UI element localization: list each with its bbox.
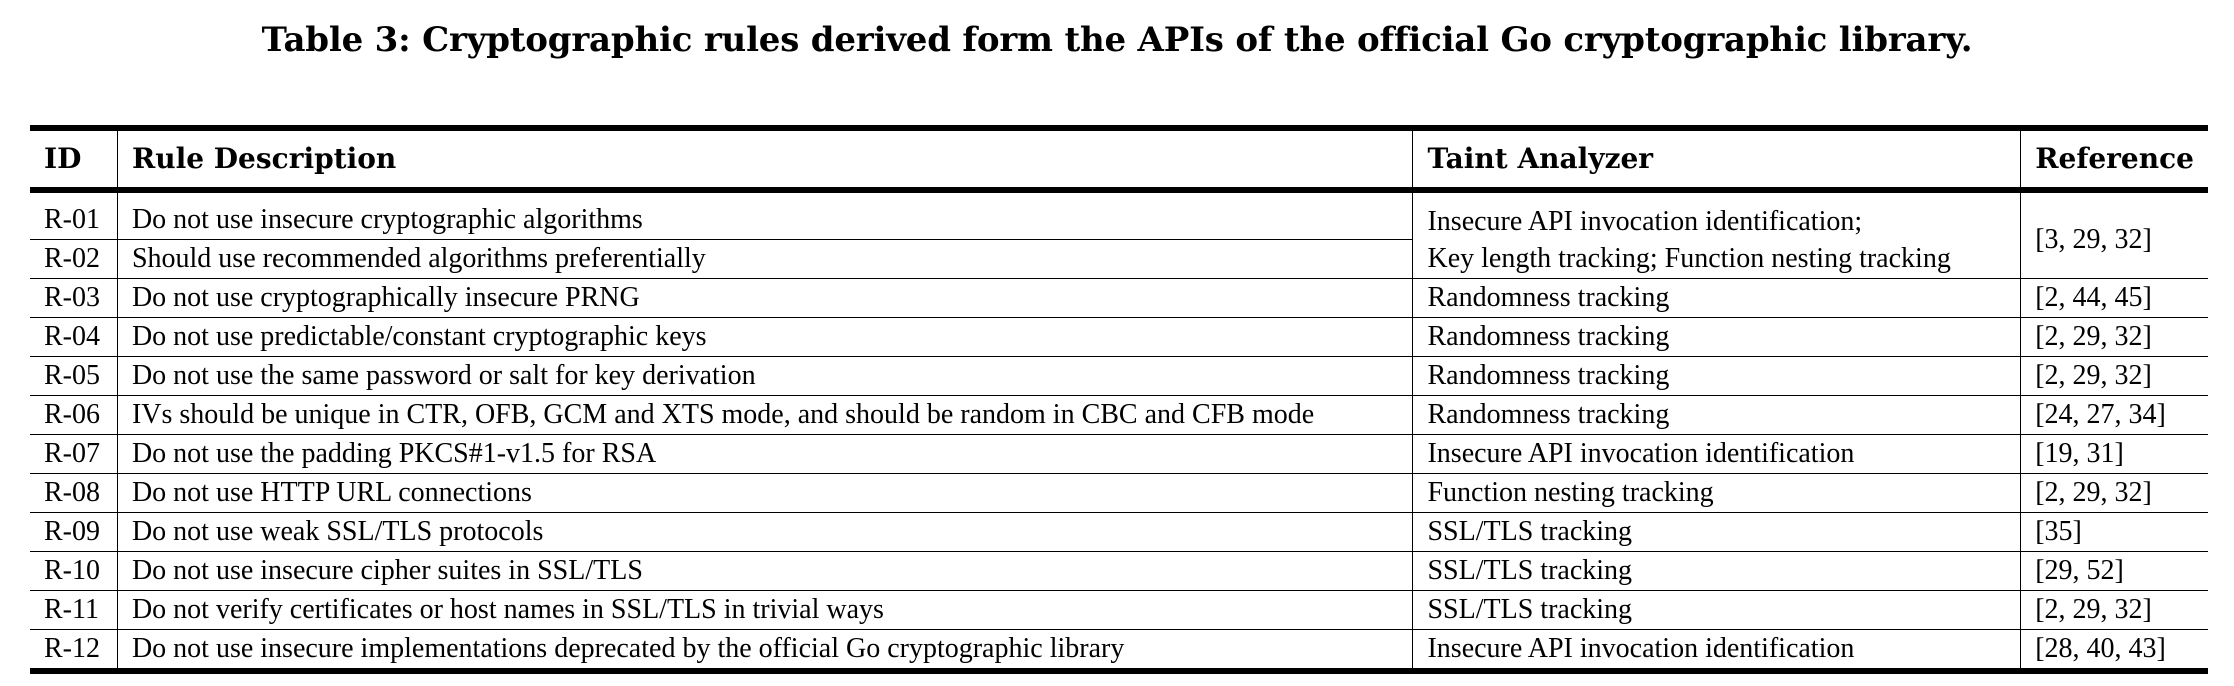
taint-analyzer: Insecure API invocation identification	[1412, 434, 2021, 474]
rule-id: R-03	[30, 278, 118, 318]
table-row: R-07 Do not use the padding PKCS#1-v1.5 …	[30, 434, 2208, 474]
header-id: ID	[30, 125, 118, 193]
taint-analyzer: Randomness tracking	[1412, 395, 2021, 435]
rule-description: Do not use insecure cipher suites in SSL…	[116, 551, 1413, 591]
rule-id: R-11	[30, 590, 118, 630]
table-row: R-05 Do not use the same password or sal…	[30, 356, 2208, 396]
rule-id: R-02	[30, 239, 118, 279]
rule-description: Do not use HTTP URL connections	[116, 473, 1413, 513]
rule-id: R-05	[30, 356, 118, 396]
rule-description: Do not use predictable/constant cryptogr…	[116, 317, 1413, 357]
taint-analyzer: SSL/TLS tracking	[1412, 551, 2021, 591]
header-rule-description: Rule Description	[116, 125, 1413, 193]
rule-id: R-06	[30, 395, 118, 435]
header-taint-analyzer: Taint Analyzer	[1412, 125, 2021, 193]
rule-id: R-09	[30, 512, 118, 552]
rule-description: Do not use insecure cryptographic algori…	[116, 190, 1413, 240]
rule-description: Should use recommended algorithms prefer…	[116, 239, 1413, 279]
reference: [28, 40, 43]	[2020, 629, 2208, 674]
table-row: R-03 Do not use cryptographically insecu…	[30, 278, 2208, 318]
rule-description: Do not use weak SSL/TLS protocols	[116, 512, 1413, 552]
rule-description: Do not use the padding PKCS#1-v1.5 for R…	[116, 434, 1413, 474]
reference: [35]	[2020, 512, 2208, 552]
taint-analyzer: SSL/TLS tracking	[1412, 590, 2021, 630]
rule-description: IVs should be unique in CTR, OFB, GCM an…	[116, 395, 1413, 435]
taint-analyzer-line: Key length tracking; Function nesting tr…	[1427, 242, 1951, 274]
rule-id: R-04	[30, 317, 118, 357]
rule-description: Do not use insecure implementations depr…	[116, 629, 1413, 674]
table-row: R-04 Do not use predictable/constant cry…	[30, 317, 2208, 357]
rule-description: Do not use the same password or salt for…	[116, 356, 1413, 396]
taint-analyzer: Randomness tracking	[1412, 356, 2021, 396]
table-row: R-06 IVs should be unique in CTR, OFB, G…	[30, 395, 2208, 435]
header-reference: Reference	[2020, 125, 2208, 193]
rules-table: ID Rule Description Taint Analyzer Refer…	[30, 125, 2208, 674]
table-row: R-08 Do not use HTTP URL connections Fun…	[30, 473, 2208, 513]
taint-analyzer-line: Insecure API invocation identification;	[1427, 205, 1863, 237]
reference: [2, 29, 32]	[2020, 590, 2208, 630]
rule-id: R-12	[30, 629, 118, 674]
taint-analyzer: Insecure API invocation identification; …	[1412, 190, 2021, 279]
rule-description: Do not verify certificates or host names…	[116, 590, 1413, 630]
reference: [2, 29, 32]	[2020, 356, 2208, 396]
reference: [3, 29, 32]	[2020, 190, 2208, 279]
table-row: R-01 Do not use insecure cryptographic a…	[30, 190, 2208, 279]
rule-description: Do not use cryptographically insecure PR…	[116, 278, 1413, 318]
reference: [2, 29, 32]	[2020, 317, 2208, 357]
reference: [19, 31]	[2020, 434, 2208, 474]
taint-analyzer: Randomness tracking	[1412, 278, 2021, 318]
taint-analyzer: Function nesting tracking	[1412, 473, 2021, 513]
taint-analyzer: Insecure API invocation identification	[1412, 629, 2021, 674]
table-header-row: ID Rule Description Taint Analyzer Refer…	[30, 125, 2208, 193]
rule-id: R-08	[30, 473, 118, 513]
table-row: R-09 Do not use weak SSL/TLS protocols S…	[30, 512, 2208, 552]
taint-analyzer: SSL/TLS tracking	[1412, 512, 2021, 552]
table-row: R-10 Do not use insecure cipher suites i…	[30, 551, 2208, 591]
rule-id: R-10	[30, 551, 118, 591]
rule-id: R-07	[30, 434, 118, 474]
reference: [24, 27, 34]	[2020, 395, 2208, 435]
reference: [2, 44, 45]	[2020, 278, 2208, 318]
table-row: R-11 Do not verify certificates or host …	[30, 590, 2208, 630]
table-row: R-02 Should use recommended algorithms p…	[30, 239, 2208, 279]
reference: [2, 29, 32]	[2020, 473, 2208, 513]
rule-id: R-01	[30, 190, 118, 240]
table-row: R-12 Do not use insecure implementations…	[30, 629, 2208, 674]
table-caption: Table 3: Cryptographic rules derived for…	[261, 20, 1973, 60]
taint-analyzer: Randomness tracking	[1412, 317, 2021, 357]
reference: [29, 52]	[2020, 551, 2208, 591]
